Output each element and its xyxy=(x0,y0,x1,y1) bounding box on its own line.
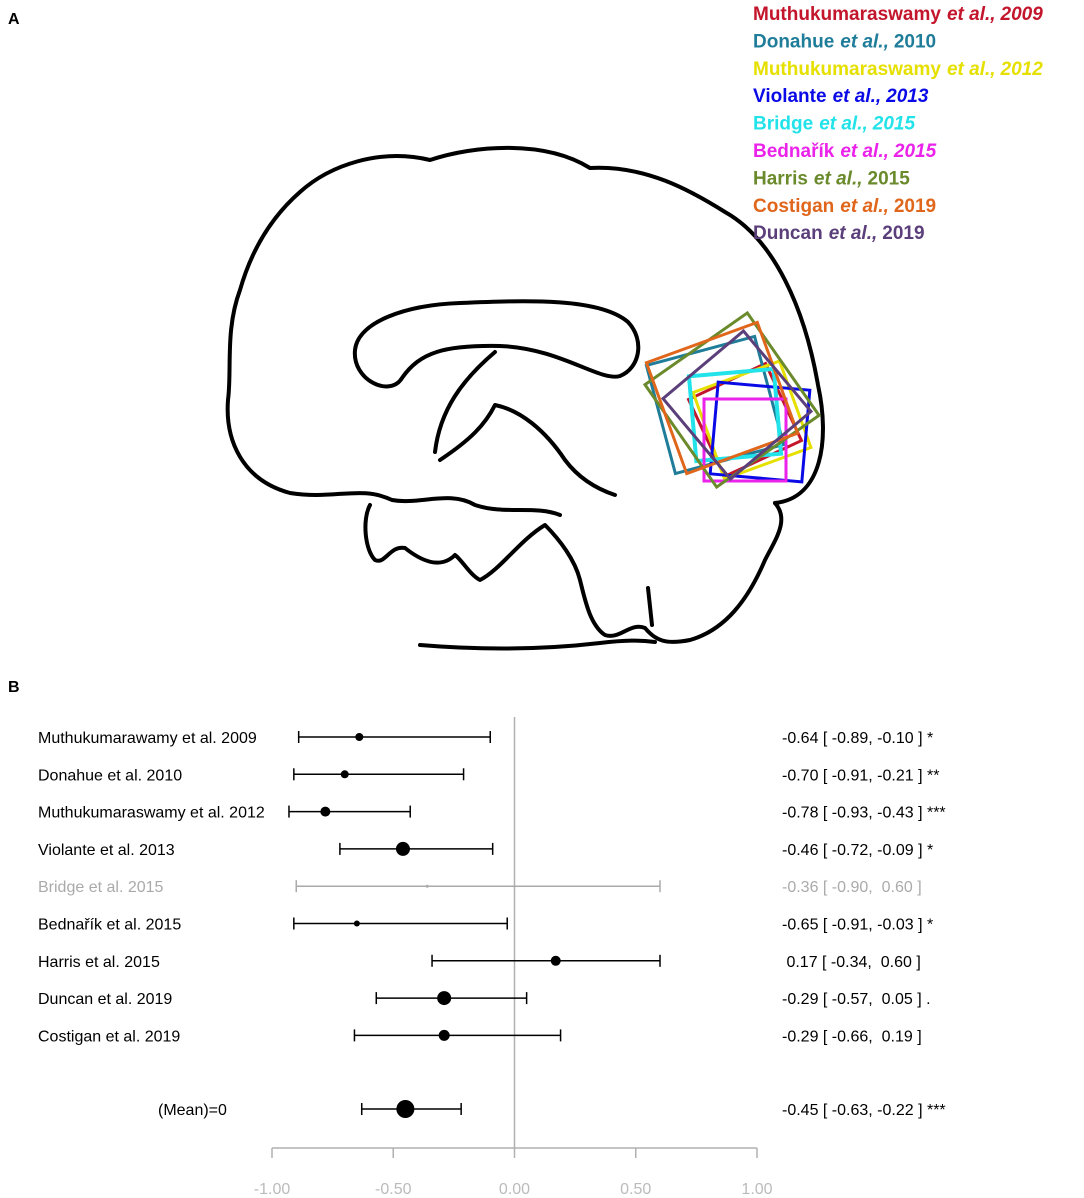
legend-etal: et al., xyxy=(840,196,889,217)
legend-year: 2009 xyxy=(1000,4,1044,25)
value-label: 0.17 [ -0.34, 0.60 ] xyxy=(782,954,921,971)
legend-etal: et al., xyxy=(814,168,863,189)
value-label: -0.45 [ -0.63, -0.22 ] *** xyxy=(782,1102,946,1119)
legend-entry: Muthukumaraswamy et al., 2012 xyxy=(753,59,1043,80)
legend-year: 2013 xyxy=(885,86,929,107)
legend-entry: Donahue et al., 2010 xyxy=(753,31,936,52)
legend-etal: et al., xyxy=(840,141,889,162)
legend-etal: et al., xyxy=(829,223,878,244)
point-estimate xyxy=(396,1100,415,1118)
brain-outline xyxy=(225,145,825,651)
cerebellum xyxy=(363,501,784,644)
thalamus xyxy=(433,350,617,497)
legend-entry: Costigan et al., 2019 xyxy=(753,196,936,217)
roi-square xyxy=(642,310,822,490)
forest-plot: -1.00 -0.50 0.00 0.50 1.00 Muthukumarawamy et… xyxy=(38,717,946,1198)
point-estimate xyxy=(550,955,561,966)
legend-year: 2015 xyxy=(868,168,911,189)
legend-author: Violante xyxy=(753,86,827,107)
point-estimate xyxy=(320,806,331,817)
legend-author: Donahue xyxy=(753,31,834,52)
value-label: -0.78 [ -0.93, -0.43 ] *** xyxy=(782,805,946,822)
legend-year: 2012 xyxy=(1000,59,1044,80)
legend-year: 2010 xyxy=(894,31,936,52)
row-label: Bridge et al. 2015 xyxy=(38,879,164,896)
row-label: Harris et al. 2015 xyxy=(38,954,160,971)
legend-author: Costigan xyxy=(753,196,834,217)
value-label: -0.70 [ -0.91, -0.21 ] ** xyxy=(782,767,939,784)
legend-author: Harris xyxy=(753,168,808,189)
row-label: Muthukumaraswamy et al. 2012 xyxy=(38,805,265,822)
point-estimate xyxy=(438,1029,450,1041)
legend-author: Bednařík xyxy=(753,141,835,162)
value-label: -0.65 [ -0.91, -0.03 ] * xyxy=(782,917,933,934)
value-label: -0.46 [ -0.72, -0.09 ] * xyxy=(782,842,933,859)
value-label: -0.29 [ -0.57, 0.05 ] . xyxy=(782,991,931,1008)
row-label: Bednařík et al. 2015 xyxy=(38,917,181,934)
roi-square xyxy=(686,366,784,464)
value-label: -0.36 [ -0.90, 0.60 ] xyxy=(782,879,922,896)
legend-entry: Muthukumaraswamy et al., 2009 xyxy=(753,4,1043,25)
legend-author: Muthukumaraswamy xyxy=(753,4,941,25)
point-estimate xyxy=(425,884,429,888)
legend-entry: Bridge et al., 2015 xyxy=(753,114,915,135)
legend-year: 2015 xyxy=(893,141,937,162)
x-tick-label: -0.50 xyxy=(375,1181,412,1198)
panel-label: A xyxy=(8,11,20,28)
row-label: Muthukumarawamy et al. 2009 xyxy=(38,730,257,747)
row-label: Costigan et al. 2019 xyxy=(38,1028,180,1045)
legend-entry: Bednařík et al., 2015 xyxy=(753,141,937,162)
roi-squares xyxy=(642,310,822,490)
legend-etal: et al., xyxy=(833,86,882,107)
corpus-callosum xyxy=(352,299,641,389)
legend-year: 2019 xyxy=(894,196,936,217)
value-label: -0.64 [ -0.89, -0.10 ] * xyxy=(782,730,933,747)
x-tick-label: -1.00 xyxy=(254,1181,291,1198)
x-tick-label: 1.00 xyxy=(741,1181,772,1198)
point-estimate xyxy=(355,733,364,741)
point-estimate xyxy=(395,841,410,856)
roi-square xyxy=(708,380,812,484)
roi-square xyxy=(644,320,800,476)
legend-entry: Violante et al., 2013 xyxy=(753,86,929,107)
value-label: -0.29 [ -0.66, 0.19 ] xyxy=(782,1028,922,1045)
point-estimate xyxy=(437,991,452,1006)
roi-square xyxy=(691,359,813,481)
x-tick-label: 0.00 xyxy=(499,1181,530,1198)
legend-author: Bridge xyxy=(753,114,813,135)
legend-entry: Duncan et al., 2019 xyxy=(753,223,925,244)
point-estimate xyxy=(353,920,360,927)
point-estimate xyxy=(340,770,349,779)
x-tick-label: 0.50 xyxy=(620,1181,651,1198)
legend-year: 2015 xyxy=(872,114,916,135)
legend-etal: et al., xyxy=(947,4,996,25)
legend-entry: Harris et al., 2015 xyxy=(753,168,910,189)
row-label: Violante et al. 2013 xyxy=(38,842,175,859)
roi-square xyxy=(660,328,814,482)
legend-author: Muthukumaraswamy xyxy=(753,59,941,80)
legend-etal: et al., xyxy=(840,31,889,52)
legend-year: 2019 xyxy=(882,223,924,244)
row-label: Duncan et al. 2019 xyxy=(38,991,172,1008)
legend-author: Duncan xyxy=(753,223,823,244)
row-label: (Mean)=0 xyxy=(158,1102,227,1119)
row-label: Donahue et al. 2010 xyxy=(38,767,182,784)
panel-label: B xyxy=(8,679,20,696)
cortex xyxy=(225,145,825,517)
legend-etal: et al., xyxy=(819,114,868,135)
legend-etal: et al., xyxy=(947,59,996,80)
brainstem xyxy=(418,586,657,651)
